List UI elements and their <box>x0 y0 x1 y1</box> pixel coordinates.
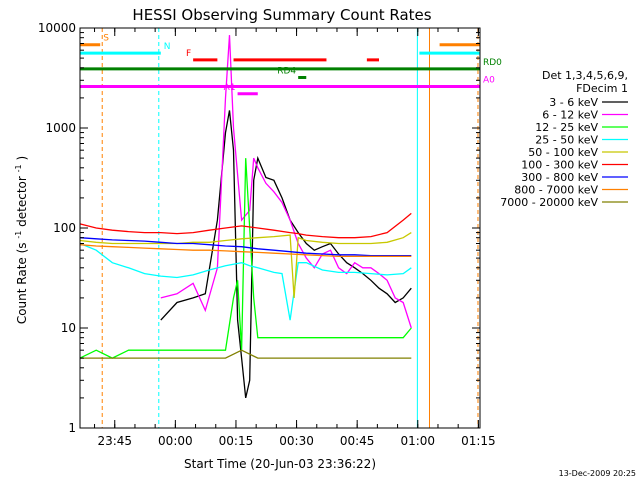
x-tick-label-0: 23:45 <box>97 434 132 448</box>
y-axis-label-mid: detector <box>15 176 29 227</box>
legend-label-0: 3 - 6 keV <box>549 96 598 109</box>
y-tick-label-3: 1000 <box>45 121 76 135</box>
footer-date: 13-Dec-2009 20:25 <box>559 469 636 478</box>
flag-label-1: N <box>164 42 171 52</box>
legend-label-6: 300 - 800 keV <box>521 171 598 184</box>
axes: 1 10 100 1000 10000 23:45 00:00 00:15 00:30 00:45… <box>38 21 496 448</box>
y-axis-label-sup2: -1 <box>14 164 23 172</box>
legend-label-4: 50 - 100 keV <box>528 146 598 159</box>
series-line-2 <box>79 158 412 359</box>
x-tick-label-6: 01:15 <box>461 434 496 448</box>
y-axis-label: Count Rate (s -1 detector -1 ) <box>10 156 29 324</box>
legend-label-3: 25 - 50 keV <box>535 134 598 147</box>
legend-label-1: 6 - 12 keV <box>542 109 598 122</box>
series-line-3 <box>79 242 412 321</box>
series-line-4 <box>79 232 412 298</box>
plot-area <box>80 28 480 428</box>
series-line-0 <box>160 110 412 399</box>
series-line-1 <box>160 35 412 329</box>
legend-label-5: 100 - 300 keV <box>521 159 598 172</box>
y-tick-label-2: 100 <box>53 221 76 235</box>
y-tick-label-1: 10 <box>61 321 76 335</box>
flag-label-0: S <box>103 34 109 44</box>
x-tick-label-1: 00:00 <box>158 434 193 448</box>
x-axis-label: Start Time (20-Jun-03 23:36:22) <box>184 457 376 471</box>
plot-background <box>80 28 480 428</box>
chart-title: HESSI Observing Summary Count Rates <box>132 6 431 24</box>
flag-label-3: RD0 <box>483 58 502 68</box>
vertical-markers <box>101 28 479 428</box>
flag-label-2: F <box>186 49 191 59</box>
flag-bars: S N F RD0 RD4 A0 A1 <box>80 34 502 96</box>
flag-label-4: RD4 <box>277 66 296 76</box>
y-axis-label-end: ) <box>15 156 29 161</box>
y-tick-label-0: 1 <box>68 421 76 435</box>
y-axis-label-sup1: -1 <box>14 231 23 239</box>
flag-label-6: A1 <box>224 83 236 93</box>
flag-label-5: A0 <box>483 76 495 86</box>
series-line-7 <box>79 244 412 258</box>
legend-label-8: 7000 - 20000 keV <box>500 196 598 209</box>
x-tick-label-5: 01:00 <box>400 434 435 448</box>
legend-label-2: 12 - 25 keV <box>535 121 598 134</box>
legend-title-1: Det 1,3,4,5,6,9, <box>542 69 628 82</box>
series-lines <box>79 35 412 399</box>
x-tick-label-2: 00:15 <box>219 434 254 448</box>
legend-title-2: FDecim 1 <box>576 82 628 95</box>
x-tick-label-4: 00:45 <box>340 434 375 448</box>
series-line-5 <box>79 212 412 239</box>
series-line-6 <box>79 237 412 257</box>
legend-label-7: 800 - 7000 keV <box>514 184 598 197</box>
series-line-8 <box>80 349 412 359</box>
svg-text:Count Rate (s -1: Count Rate (s -1 detector -1 ) <box>10 156 29 324</box>
y-axis-label-main: Count Rate (s <box>15 242 29 324</box>
x-tick-label-3: 00:30 <box>279 434 314 448</box>
y-tick-label-4: 10000 <box>38 21 76 35</box>
